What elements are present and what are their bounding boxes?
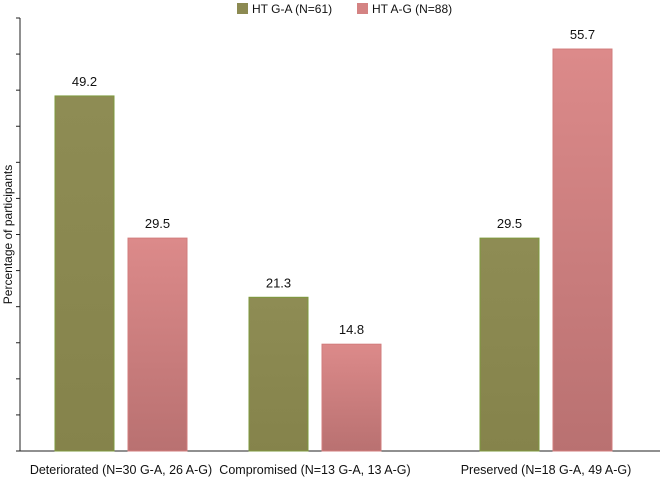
data-label: 49.2	[72, 74, 97, 89]
bar-ht-g-a	[248, 296, 309, 452]
x-tick-label: Compromised (N=13 G-A, 13 A-G)	[219, 463, 410, 477]
bar-ht-a-g	[127, 237, 188, 452]
bar-ht-a-g	[552, 48, 613, 452]
x-tick-label: Deteriorated (N=30 G-A, 26 A-G)	[30, 463, 212, 477]
y-axis-label: Percentage of participants	[1, 165, 15, 304]
bar-ht-g-a	[479, 237, 540, 452]
data-label: 21.3	[266, 275, 291, 290]
bar-ht-a-g	[321, 343, 382, 452]
bar-ht-g-a	[54, 95, 115, 452]
legend-label: HT G-A (N=61)	[252, 2, 332, 16]
x-tick-label: Preserved (N=18 G-A, 49 A-G)	[461, 463, 632, 477]
legend-swatch	[357, 3, 368, 14]
data-label: 29.5	[145, 216, 170, 231]
legend-label: HT A-G (N=88)	[372, 2, 452, 16]
data-label: 29.5	[497, 216, 522, 231]
data-label: 14.8	[339, 322, 364, 337]
legend-swatch	[237, 3, 248, 14]
data-label: 55.7	[570, 27, 595, 42]
